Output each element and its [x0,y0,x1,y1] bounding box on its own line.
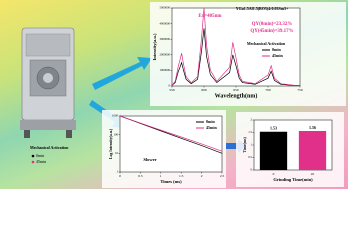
annotation: Slower [143,157,156,162]
legend-swatch [31,160,35,164]
y-tick-label: 1 [251,143,253,147]
x-tick-label: 0 [273,172,275,176]
bar [298,131,327,170]
y-axis-label: Intensity(a.u.) [152,33,157,61]
y-tick-label: 1.5 [248,130,252,134]
data-label: 1.56 [309,125,316,130]
y-tick-label: 10 [115,151,119,155]
x-tick-label: 0.5 [138,174,143,178]
machine-label: Mechanical Activation [30,145,69,150]
y-tick-label: 0 [251,168,253,172]
x-tick-label: 2.5 [220,174,225,178]
y-tick-label: 1 [117,170,119,174]
arrow [92,57,152,90]
graphical-abstract: Mechanical Activation 0min 45min 0100000… [20,5,333,185]
chart-title: YGa1.5Al1.5(BO3)4:0.03Sm3+ [236,6,289,11]
series-line [171,7,301,86]
y-tick-label: 1000 [112,114,119,118]
series-line [171,28,301,87]
x-axis-label: Times (ms) [160,179,182,184]
data-label: 1.53 [270,126,277,131]
x-tick-label: 1.5 [179,174,184,178]
annotation: Ex=405nm [198,14,222,19]
y-tick-label: 2000000 [160,52,171,56]
x-tick-label: 2 [201,174,203,178]
legend-label: 45min [272,53,283,58]
y-tick-label: 3000000 [160,37,171,41]
legend-label: 0min [272,47,281,52]
legend-label: 45min [206,125,217,130]
plot-area [171,7,301,87]
bar [259,131,288,170]
x-tick-label: 600 [201,88,207,92]
y-tick-label: 0.5 [248,155,252,159]
x-tick-label: 0 [119,174,121,178]
y-tick-label: 100 [114,132,119,136]
y-tick-label: 4000000 [160,21,171,25]
x-axis-label: Grinding Time(min) [273,177,313,182]
y-tick-label: 5000000 [160,6,171,10]
y-axis-label: Time(ms) [243,137,247,153]
page: Mechanical Activation 0min 45min 0 100000… [0,0,348,189]
x-tick-label: 550 [169,88,175,92]
x-axis-label: Wavelength(nm) [215,92,258,99]
machine [20,27,76,138]
x-tick-label: 1 [160,174,162,178]
x-tick-label: 650 [233,88,239,92]
y-axis-label: Log Intensity(a.u.) [109,128,113,159]
y-tick-label: 1000000 [160,68,171,72]
x-tick-label: 750 [297,88,303,92]
annotation: QY(0min)=23.32% [252,22,293,27]
y-tick-label: 2 [251,118,253,122]
y-tick-label: 0 [169,84,171,88]
legend-title: Mechanical Activation [247,41,286,46]
x-tick-label: 700 [265,88,271,92]
machine-legend: 45min [36,159,46,164]
x-tick-label: 45 [311,172,315,176]
machine-legend: 0min [36,153,44,158]
annotation: QY(45min)=39.17% [250,29,293,34]
legend-label: 0min [206,119,215,124]
legend-swatch [31,154,35,158]
plot-area [119,115,223,173]
series-line [119,115,223,152]
